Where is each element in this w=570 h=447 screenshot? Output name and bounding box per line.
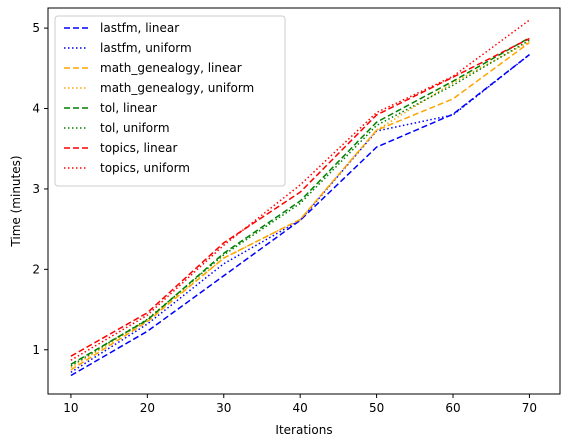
x-axis-label: Iterations: [275, 423, 332, 437]
legend-entry-6: topics, linear: [64, 141, 177, 155]
y-axis-label: Time (minutes): [9, 155, 23, 247]
legend-entry-1: lastfm, uniform: [64, 41, 192, 55]
legend-entry-4: tol, linear: [64, 101, 157, 115]
x-tick-label: 20: [140, 401, 155, 415]
series-layer: [70, 19, 530, 377]
legend-entry-5: tol, uniform: [64, 121, 170, 135]
legend-entry-2: math_genealogy, linear: [64, 61, 242, 75]
legend-label: topics, uniform: [100, 161, 190, 175]
x-tick-label: 30: [216, 401, 231, 415]
y-axis: 1 2 3 4 5: [32, 21, 48, 357]
legend-label: math_genealogy, linear: [100, 61, 242, 75]
y-tick-label: 3: [32, 182, 40, 196]
legend-entry-7: topics, uniform: [64, 161, 190, 175]
y-tick-label: 4: [32, 102, 40, 116]
legend-label: lastfm, linear: [100, 21, 179, 35]
series-line-6: [70, 37, 530, 357]
legend-label: tol, linear: [100, 101, 157, 115]
legend-entry-3: math_genealogy, uniform: [64, 81, 254, 95]
legend-label: math_genealogy, uniform: [100, 81, 254, 95]
y-tick-label: 5: [32, 21, 40, 35]
x-tick-label: 50: [369, 401, 384, 415]
legend-entry-0: lastfm, linear: [64, 21, 179, 35]
x-tick-label: 70: [522, 401, 537, 415]
y-tick-label: 2: [32, 262, 40, 276]
legend-label: topics, linear: [100, 141, 177, 155]
legend: lastfm, linear lastfm, uniform math_geneal…: [54, 15, 286, 187]
legend-box: [54, 15, 286, 187]
y-tick-label: 1: [32, 343, 40, 357]
x-tick-label: 10: [63, 401, 78, 415]
x-axis: 10 20 30 40 50 60 70: [63, 394, 537, 415]
x-tick-label: 60: [445, 401, 460, 415]
legend-label: lastfm, uniform: [100, 41, 192, 55]
series-line-7: [70, 19, 530, 361]
series-line-3: [70, 41, 530, 369]
series-line-4: [70, 37, 530, 365]
series-line-2: [70, 41, 530, 371]
legend-label: tol, uniform: [100, 121, 170, 135]
series-line-5: [70, 39, 530, 367]
x-tick-label: 40: [293, 401, 308, 415]
legend-items: lastfm, linear lastfm, uniform math_geneal…: [64, 21, 254, 175]
